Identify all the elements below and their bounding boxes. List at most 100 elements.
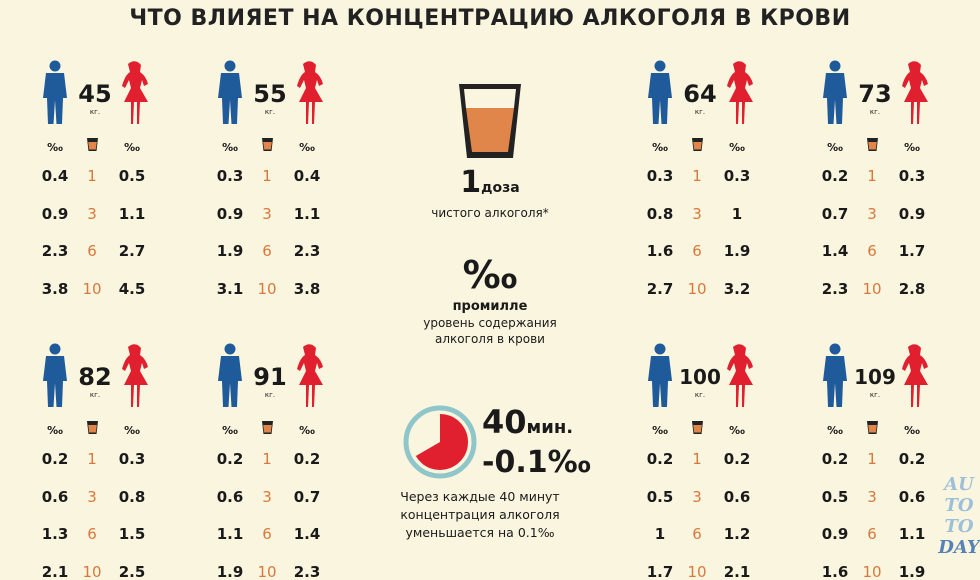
- permille-desc-2: алкоголя в крови: [435, 332, 545, 346]
- woman-permille: 1.7: [898, 242, 926, 260]
- weight-value: 55: [253, 80, 287, 108]
- man-permille: 0.9: [41, 205, 69, 223]
- table-row: 0.5 3 0.6: [645, 486, 775, 508]
- woman-icon: [120, 343, 150, 413]
- table-row: 1.3 6 1.5: [40, 523, 170, 545]
- woman-permille: 0.6: [898, 488, 926, 506]
- kg-label: кг.: [264, 108, 276, 116]
- man-unit: ‰: [47, 141, 63, 154]
- woman-permille: 1.4: [293, 525, 321, 543]
- kg-label: кг.: [694, 391, 706, 399]
- dose-count: 3: [692, 488, 702, 506]
- woman-permille: 2.7: [118, 242, 146, 260]
- weight-group: 82 кг. ‰ ‰ 0.2 1 0.3 0.6 3 0.8 1.3 6 1.5…: [40, 343, 170, 580]
- glass-icon: [677, 420, 717, 442]
- dose-count: 10: [687, 280, 707, 298]
- woman-permille: 1.5: [118, 525, 146, 543]
- woman-permille: 0.3: [723, 167, 751, 185]
- dose-count: 3: [262, 205, 272, 223]
- weight-group: 100 кг. ‰ ‰ 0.2 1 0.2 0.5 3 0.6 1 6 1.2 …: [645, 343, 775, 580]
- man-permille: 1.6: [646, 242, 674, 260]
- man-permille: 0.8: [646, 205, 674, 223]
- weight-value: 91: [253, 363, 287, 391]
- column-header: ‰ ‰: [645, 137, 775, 159]
- woman-permille: 0.2: [898, 450, 926, 468]
- woman-permille: 1.1: [118, 205, 146, 223]
- weight-value: 109: [854, 365, 896, 389]
- dose-count: 6: [692, 242, 702, 260]
- column-header: ‰ ‰: [215, 420, 345, 442]
- glass-icon: [455, 80, 525, 166]
- table-row: 0.9 3 1.1: [215, 203, 345, 225]
- dose-desc: чистого алкоголя*: [431, 206, 549, 220]
- man-permille: 1.9: [216, 242, 244, 260]
- dose-count: 6: [262, 242, 272, 260]
- table-row: 0.6 3 0.7: [215, 486, 345, 508]
- woman-icon: [295, 343, 325, 413]
- dose-word: доза: [481, 180, 520, 196]
- column-header: ‰ ‰: [820, 420, 950, 442]
- man-permille: 0.2: [41, 450, 69, 468]
- man-permille: 2.1: [41, 563, 69, 580]
- woman-permille: 1.1: [898, 525, 926, 543]
- man-permille: 0.9: [821, 525, 849, 543]
- dose-count: 1: [87, 450, 97, 468]
- table-row: 0.3 1 0.4: [215, 165, 345, 187]
- man-permille: 1.6: [821, 563, 849, 580]
- time-desc-2: концентрация алкоголя: [400, 507, 560, 522]
- woman-permille: 2.5: [118, 563, 146, 580]
- dose-count: 10: [82, 563, 102, 580]
- time-value: 40: [482, 403, 527, 441]
- dose-count: 10: [257, 280, 277, 298]
- woman-permille: 0.5: [118, 167, 146, 185]
- table-row: 3.1 10 3.8: [215, 278, 345, 300]
- woman-permille: 0.9: [898, 205, 926, 223]
- weight-group: 45 кг. ‰ ‰ 0.4 1 0.5 0.9 3 1.1 2.3 6 2.7…: [40, 60, 170, 300]
- dose-count: 1: [867, 167, 877, 185]
- woman-permille: 0.2: [293, 450, 321, 468]
- table-row: 1.6 6 1.9: [645, 240, 775, 262]
- woman-icon: [725, 60, 755, 130]
- man-icon: [647, 343, 673, 413]
- man-permille: 1.4: [821, 242, 849, 260]
- weight-group: 73 кг. ‰ ‰ 0.2 1 0.3 0.7 3 0.9 1.4 6 1.7…: [820, 60, 950, 300]
- glass-icon: [247, 137, 287, 159]
- time-desc-1: Через каждые 40 минут: [400, 489, 560, 504]
- table-row: 0.6 3 0.8: [40, 486, 170, 508]
- column-header: ‰ ‰: [820, 137, 950, 159]
- woman-unit: ‰: [729, 141, 745, 154]
- dose-count: 6: [867, 525, 877, 543]
- woman-permille: 3.8: [293, 280, 321, 298]
- man-permille: 2.7: [646, 280, 674, 298]
- column-header: ‰ ‰: [215, 137, 345, 159]
- table-row: 0.2 1 0.2: [820, 448, 950, 470]
- man-icon: [42, 343, 68, 413]
- time-desc: Через каждые 40 минут концентрация алког…: [380, 488, 580, 542]
- dose-legend: 1доза чистого алкоголя*: [390, 166, 590, 221]
- dose-count: 3: [867, 205, 877, 223]
- woman-permille: 0.2: [723, 450, 751, 468]
- woman-unit: ‰: [299, 141, 315, 154]
- man-permille: 0.6: [41, 488, 69, 506]
- man-icon: [217, 343, 243, 413]
- kg-label: кг.: [89, 391, 101, 399]
- dose-count: 3: [87, 205, 97, 223]
- woman-unit: ‰: [904, 424, 920, 437]
- column-header: ‰ ‰: [40, 137, 170, 159]
- dose-count: 1: [262, 450, 272, 468]
- man-unit: ‰: [827, 424, 843, 437]
- time-unit: мин.: [526, 417, 574, 438]
- man-permille: 0.2: [821, 167, 849, 185]
- man-permille: 1.1: [216, 525, 244, 543]
- dose-count: 10: [862, 280, 882, 298]
- woman-unit: ‰: [124, 424, 140, 437]
- dose-count: 10: [687, 563, 707, 580]
- decrease-value: -0.1‰: [482, 445, 591, 480]
- man-permille: 0.3: [216, 167, 244, 185]
- woman-icon: [725, 343, 755, 413]
- glass-icon: [677, 137, 717, 159]
- table-row: 0.2 1 0.2: [645, 448, 775, 470]
- table-row: 1.4 6 1.7: [820, 240, 950, 262]
- table-row: 0.2 1 0.3: [40, 448, 170, 470]
- column-header: ‰ ‰: [645, 420, 775, 442]
